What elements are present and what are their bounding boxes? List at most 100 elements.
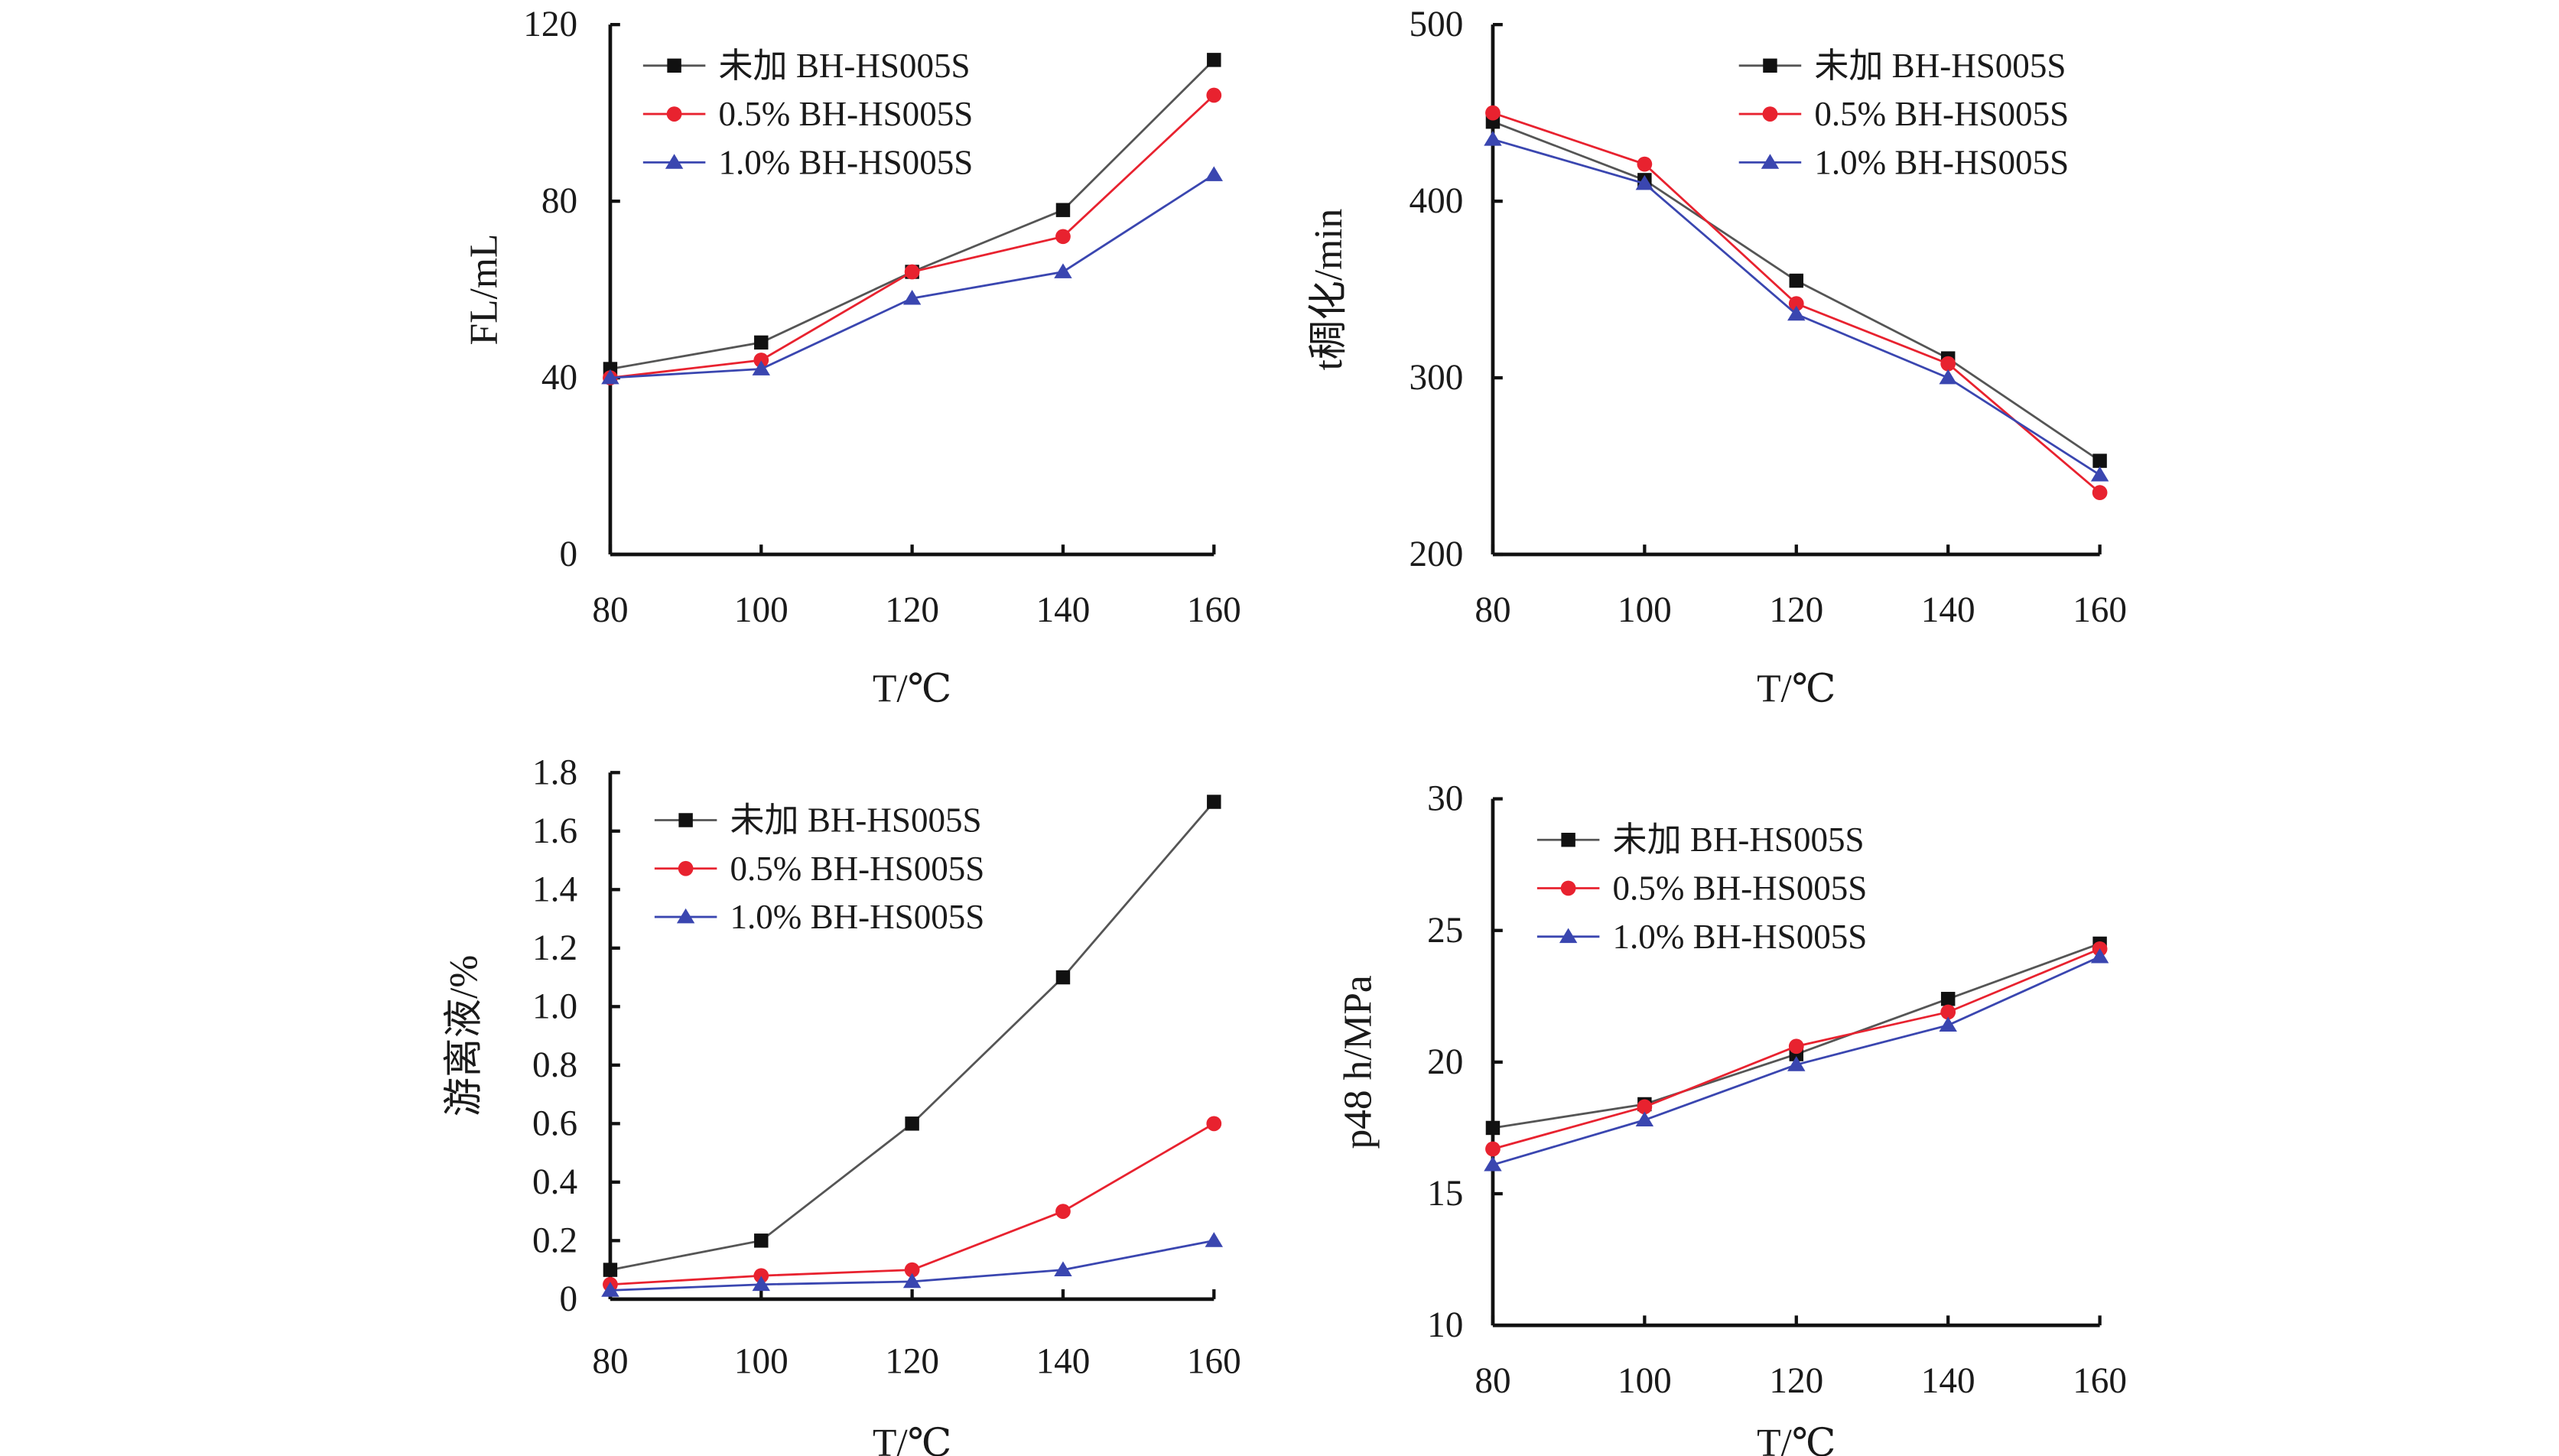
data-point-1 <box>1207 53 1221 67</box>
legend-entry-label: 1.0% BH-HS005S <box>719 143 974 181</box>
y-tick-label: 0 <box>559 535 577 574</box>
y-tick-label: 10 <box>1427 1305 1463 1345</box>
x-tick-label: 120 <box>1769 1361 1823 1401</box>
data-point-1 <box>1207 795 1221 809</box>
data-point-2 <box>1788 1038 1804 1055</box>
data-point-1 <box>2092 453 2107 468</box>
data-point-3 <box>601 1282 619 1297</box>
y-axis-label: FL/mL <box>462 234 506 346</box>
data-point-3 <box>1205 1232 1224 1247</box>
legend-entry-label: 0.5% BH-HS005S <box>719 95 974 133</box>
x-tick-label: 120 <box>885 1341 939 1381</box>
legend-entry-label: 未加 BH-HS005S <box>719 47 971 85</box>
legend-entry-label: 未加 BH-HS005S <box>1613 821 1865 859</box>
x-tick-label: 120 <box>885 590 939 630</box>
legend: 未加 BH-HS005S 0.5% BH-HS005S 1.0% BH-HS005S <box>1536 821 1868 956</box>
y-tick-label: 1.2 <box>532 928 577 968</box>
legend-entry-label: 1.0% BH-HS005S <box>1814 143 2069 181</box>
data-point-2 <box>1206 1116 1222 1132</box>
y-tick-label: 120 <box>523 5 577 44</box>
x-tick-label: 160 <box>2073 1361 2127 1401</box>
legend-entry-label: 1.0% BH-HS005S <box>1613 918 1868 956</box>
legend: 未加 BH-HS005S 0.5% BH-HS005S 1.0% BH-HS005S <box>654 801 985 936</box>
x-tick-label: 140 <box>1036 590 1091 630</box>
legend-entry-label: 未加 BH-HS005S <box>730 801 982 840</box>
data-point-2 <box>1055 1204 1071 1219</box>
data-point-1 <box>1940 992 1956 1006</box>
y-tick-label: 80 <box>541 181 577 221</box>
data-point-3 <box>601 369 619 385</box>
data-point-2 <box>1485 105 1501 121</box>
data-point-3 <box>1635 174 1654 190</box>
y-tick-label: 0 <box>559 1279 577 1319</box>
data-point-2 <box>904 1262 920 1278</box>
y-tick-label: 0.2 <box>532 1220 577 1260</box>
legend-marker <box>1763 58 1777 73</box>
y-tick-label: 25 <box>1427 911 1463 951</box>
data-point-2 <box>1940 356 1956 372</box>
x-axis-label: T/℃ <box>873 1422 951 1456</box>
data-point-3 <box>1635 1111 1654 1126</box>
data-point-1 <box>1789 273 1803 288</box>
x-axis-label: T/℃ <box>1757 1422 1836 1456</box>
y-tick-label: 1.8 <box>532 752 577 792</box>
x-tick-label: 80 <box>1475 590 1510 630</box>
y-tick-label: 200 <box>1410 535 1464 574</box>
legend-marker <box>666 106 682 122</box>
y-tick-label: 30 <box>1427 779 1463 819</box>
data-point-3 <box>752 1276 770 1292</box>
y-axis-label: 游离液/% <box>443 955 486 1117</box>
x-tick-label: 80 <box>1475 1361 1510 1401</box>
x-tick-label: 100 <box>1618 1361 1672 1401</box>
data-point-2 <box>1206 87 1222 103</box>
legend-entry-label: 0.5% BH-HS005S <box>1814 95 2069 133</box>
data-point-2 <box>2092 485 2108 501</box>
y-tick-label: 1.0 <box>532 986 577 1026</box>
y-tick-label: 0.6 <box>532 1103 577 1143</box>
data-point-3 <box>1939 1016 1957 1032</box>
y-tick-label: 0.4 <box>532 1162 577 1202</box>
data-point-3 <box>1054 1261 1072 1276</box>
x-axis-label: T/℃ <box>1757 667 1836 710</box>
series-line-2 <box>610 94 1215 379</box>
chart-panel-2: 200 300 400 500 80 100 120 140 160 T/℃ t稠化/min 未加 B… <box>1307 5 2127 710</box>
series-line-2 <box>610 1123 1215 1286</box>
legend-marker <box>1762 106 1778 122</box>
chart-panel-1: 0 40 80 120 80 100 120 140 160 T/℃ FL/mL 未加 BH-HS00… <box>462 5 1240 710</box>
data-point-3 <box>1205 166 1224 181</box>
data-point-2 <box>904 264 920 280</box>
y-tick-label: 15 <box>1427 1174 1463 1214</box>
data-point-1 <box>754 1233 769 1248</box>
x-tick-label: 100 <box>734 1341 789 1381</box>
data-point-1 <box>905 1116 919 1131</box>
x-tick-label: 140 <box>1036 1341 1091 1381</box>
data-point-2 <box>753 353 769 368</box>
data-point-3 <box>902 1272 922 1289</box>
legend: 未加 BH-HS005S 0.5% BH-HS005S 1.0% BH-HS005S <box>1738 47 2069 181</box>
y-tick-label: 20 <box>1427 1042 1463 1082</box>
x-tick-label: 120 <box>1769 590 1823 630</box>
data-point-1 <box>603 1263 618 1277</box>
series-line-1 <box>1492 942 2101 1129</box>
legend-marker <box>667 58 681 73</box>
legend-marker <box>678 860 694 876</box>
x-tick-label: 100 <box>1618 590 1672 630</box>
data-point-2 <box>1055 229 1071 245</box>
legend-marker <box>676 908 695 924</box>
data-point-3 <box>2090 466 2109 482</box>
data-point-3 <box>1939 369 1957 385</box>
data-point-3 <box>752 360 770 375</box>
data-point-2 <box>753 1268 769 1284</box>
y-tick-label: 1.6 <box>532 811 577 851</box>
legend-entry-label: 0.5% BH-HS005S <box>730 850 985 888</box>
legend-marker <box>665 154 684 169</box>
data-point-3 <box>1054 263 1072 278</box>
y-tick-label: 1.4 <box>532 869 577 909</box>
x-tick-label: 140 <box>1921 590 1975 630</box>
data-point-3 <box>1484 1155 1502 1172</box>
data-point-2 <box>1788 296 1804 311</box>
data-point-1 <box>754 335 769 350</box>
x-tick-label: 160 <box>1187 1341 1241 1381</box>
x-tick-label: 80 <box>592 590 628 630</box>
